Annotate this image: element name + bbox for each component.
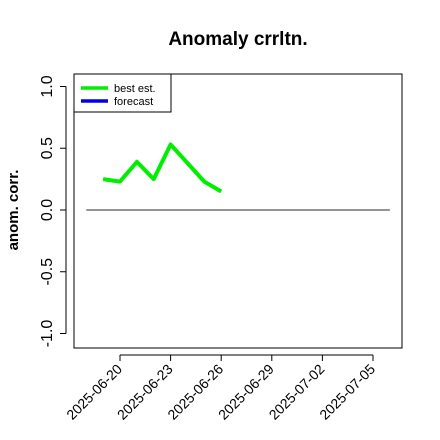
legend: best est.forecast bbox=[73, 73, 172, 113]
series-line-best-est bbox=[102, 142, 223, 194]
data-point bbox=[221, 191, 222, 192]
data-point bbox=[204, 181, 205, 182]
y-tick-label: -1.0 bbox=[39, 320, 56, 348]
plot-frame bbox=[73, 73, 403, 349]
x-axis: 2025-06-202025-06-232025-06-262025-06-29… bbox=[63, 354, 378, 423]
series-group bbox=[102, 142, 223, 194]
y-axis-label: anom. corr. bbox=[5, 170, 22, 251]
x-tick-label: 2025-07-05 bbox=[316, 361, 378, 423]
data-point bbox=[103, 179, 104, 180]
legend-box bbox=[73, 73, 172, 113]
y-axis: 1.0 0.5 0.0 -0.5 -1.0 bbox=[39, 75, 67, 348]
legend-label: forecast bbox=[114, 96, 153, 108]
y-tick-label: -0.5 bbox=[39, 258, 56, 286]
y-tick-label: 0.0 bbox=[39, 199, 56, 221]
data-point bbox=[153, 179, 154, 180]
chart-title: Anomaly crrltn. bbox=[168, 29, 307, 50]
data-point bbox=[120, 181, 121, 182]
legend-label: best est. bbox=[114, 83, 156, 95]
data-point bbox=[187, 163, 188, 164]
y-tick-label: 0.5 bbox=[39, 137, 56, 159]
data-point bbox=[170, 144, 171, 145]
data-point bbox=[136, 161, 137, 162]
y-tick-label: 1.0 bbox=[39, 75, 56, 97]
